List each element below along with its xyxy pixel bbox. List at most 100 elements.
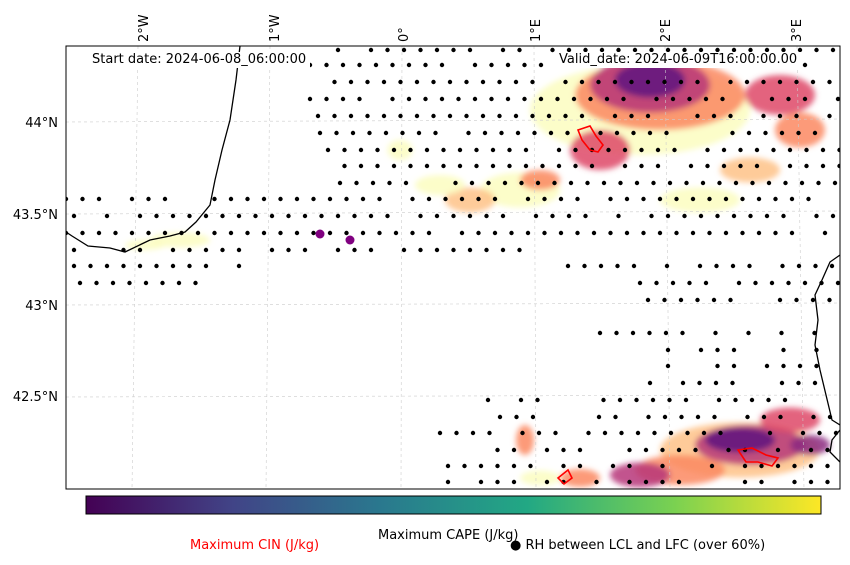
rh-dot bbox=[187, 213, 192, 219]
rh-dot bbox=[730, 130, 735, 136]
rh-dot bbox=[635, 430, 641, 436]
station-marker-2 bbox=[345, 235, 355, 245]
rh-dot bbox=[470, 430, 476, 436]
rh-dot bbox=[342, 147, 347, 153]
rh-dot bbox=[335, 247, 341, 253]
rh-dot bbox=[129, 230, 135, 236]
rh-dot bbox=[261, 196, 267, 202]
rh-dot bbox=[746, 130, 752, 136]
rh-dot bbox=[753, 280, 758, 286]
rh-dot bbox=[742, 463, 748, 469]
rh-dot bbox=[261, 230, 267, 236]
rh-dot bbox=[398, 113, 403, 119]
rh-dot bbox=[775, 463, 781, 469]
rh-dot bbox=[723, 196, 729, 202]
rh-dot bbox=[212, 196, 217, 202]
rh-dot bbox=[779, 330, 784, 336]
rh-dot bbox=[621, 96, 626, 102]
rh-dot bbox=[779, 380, 785, 386]
rh-dot bbox=[476, 230, 481, 236]
rh-dot bbox=[490, 163, 496, 169]
rh-dot bbox=[358, 147, 364, 153]
rh-dot bbox=[827, 79, 832, 85]
rh-dot bbox=[703, 96, 709, 102]
rh-dot bbox=[668, 430, 674, 436]
rh-dot bbox=[715, 363, 720, 369]
rh-dot bbox=[443, 196, 448, 202]
rh-dot bbox=[676, 447, 682, 453]
rh-dot bbox=[358, 163, 364, 169]
rh-dot bbox=[764, 47, 770, 53]
rh-dot bbox=[730, 263, 736, 269]
rh-dot bbox=[137, 247, 143, 253]
rh-dot bbox=[811, 414, 816, 420]
rh-dot bbox=[507, 147, 512, 153]
rh-dot bbox=[614, 330, 619, 336]
rh-dot bbox=[340, 62, 346, 68]
rh-dot bbox=[713, 330, 718, 336]
rh-dot bbox=[802, 62, 808, 68]
rh-dot bbox=[837, 147, 840, 153]
rh-dot bbox=[441, 163, 446, 169]
rh-dot bbox=[334, 130, 339, 136]
station-marker-1 bbox=[315, 229, 325, 239]
rh-dot bbox=[513, 113, 519, 119]
rh-dot bbox=[612, 79, 618, 85]
rh-dot bbox=[410, 230, 415, 236]
rh-dot bbox=[146, 196, 151, 202]
rh-dot bbox=[542, 230, 547, 236]
rh-dot bbox=[647, 380, 653, 386]
rh-dot bbox=[816, 180, 821, 186]
rh-dot bbox=[583, 213, 588, 219]
rh-dot bbox=[645, 297, 651, 303]
rh-dot bbox=[615, 263, 620, 269]
rh-dot bbox=[695, 79, 700, 85]
rh-dot bbox=[170, 213, 176, 219]
rh-dot bbox=[759, 479, 764, 485]
cape-blob bbox=[790, 435, 830, 455]
lon-label: 3°E bbox=[790, 19, 805, 42]
graticule-line bbox=[400, 46, 403, 489]
rh-dot bbox=[474, 147, 479, 153]
rh-dot bbox=[464, 113, 469, 119]
rh-dot bbox=[390, 96, 395, 102]
rh-dot bbox=[556, 147, 562, 153]
rh-dot bbox=[403, 180, 409, 186]
rh-dot bbox=[631, 130, 636, 136]
lon-label: 2°E bbox=[659, 19, 674, 42]
rh-dot bbox=[556, 163, 562, 169]
rh-dot bbox=[619, 430, 624, 436]
rh-dot bbox=[88, 263, 93, 269]
rh-dot bbox=[482, 130, 488, 136]
rh-dot bbox=[608, 196, 613, 202]
rh-dot bbox=[558, 196, 564, 202]
rh-dot bbox=[740, 196, 745, 202]
rh-dot bbox=[533, 213, 539, 219]
rh-dot bbox=[703, 280, 709, 286]
rh-dot bbox=[684, 180, 689, 186]
rh-dot bbox=[835, 96, 840, 102]
rh-dot bbox=[530, 414, 536, 420]
rh-dot bbox=[814, 47, 819, 53]
rh-dot bbox=[773, 196, 778, 202]
rh-dot bbox=[485, 397, 491, 403]
rh-dot bbox=[744, 79, 750, 85]
rh-dot-icon: ● bbox=[510, 538, 522, 553]
rh-dot bbox=[614, 130, 620, 136]
rh-dot bbox=[500, 47, 506, 53]
rh-dot bbox=[674, 230, 679, 236]
rh-dot bbox=[495, 447, 500, 453]
rh-dot bbox=[487, 430, 492, 436]
rh-dot bbox=[808, 447, 814, 453]
rh-dot bbox=[783, 180, 788, 186]
rh-dot bbox=[401, 47, 407, 53]
rh-dot bbox=[777, 113, 783, 119]
rh-dot bbox=[754, 163, 760, 169]
rh-dot bbox=[459, 230, 465, 236]
colorbar bbox=[85, 495, 822, 515]
rh-dot bbox=[433, 130, 438, 136]
rh-dot bbox=[332, 79, 337, 85]
rh-dot bbox=[325, 147, 331, 153]
rh-dot bbox=[350, 130, 356, 136]
rh-dot bbox=[439, 96, 445, 102]
